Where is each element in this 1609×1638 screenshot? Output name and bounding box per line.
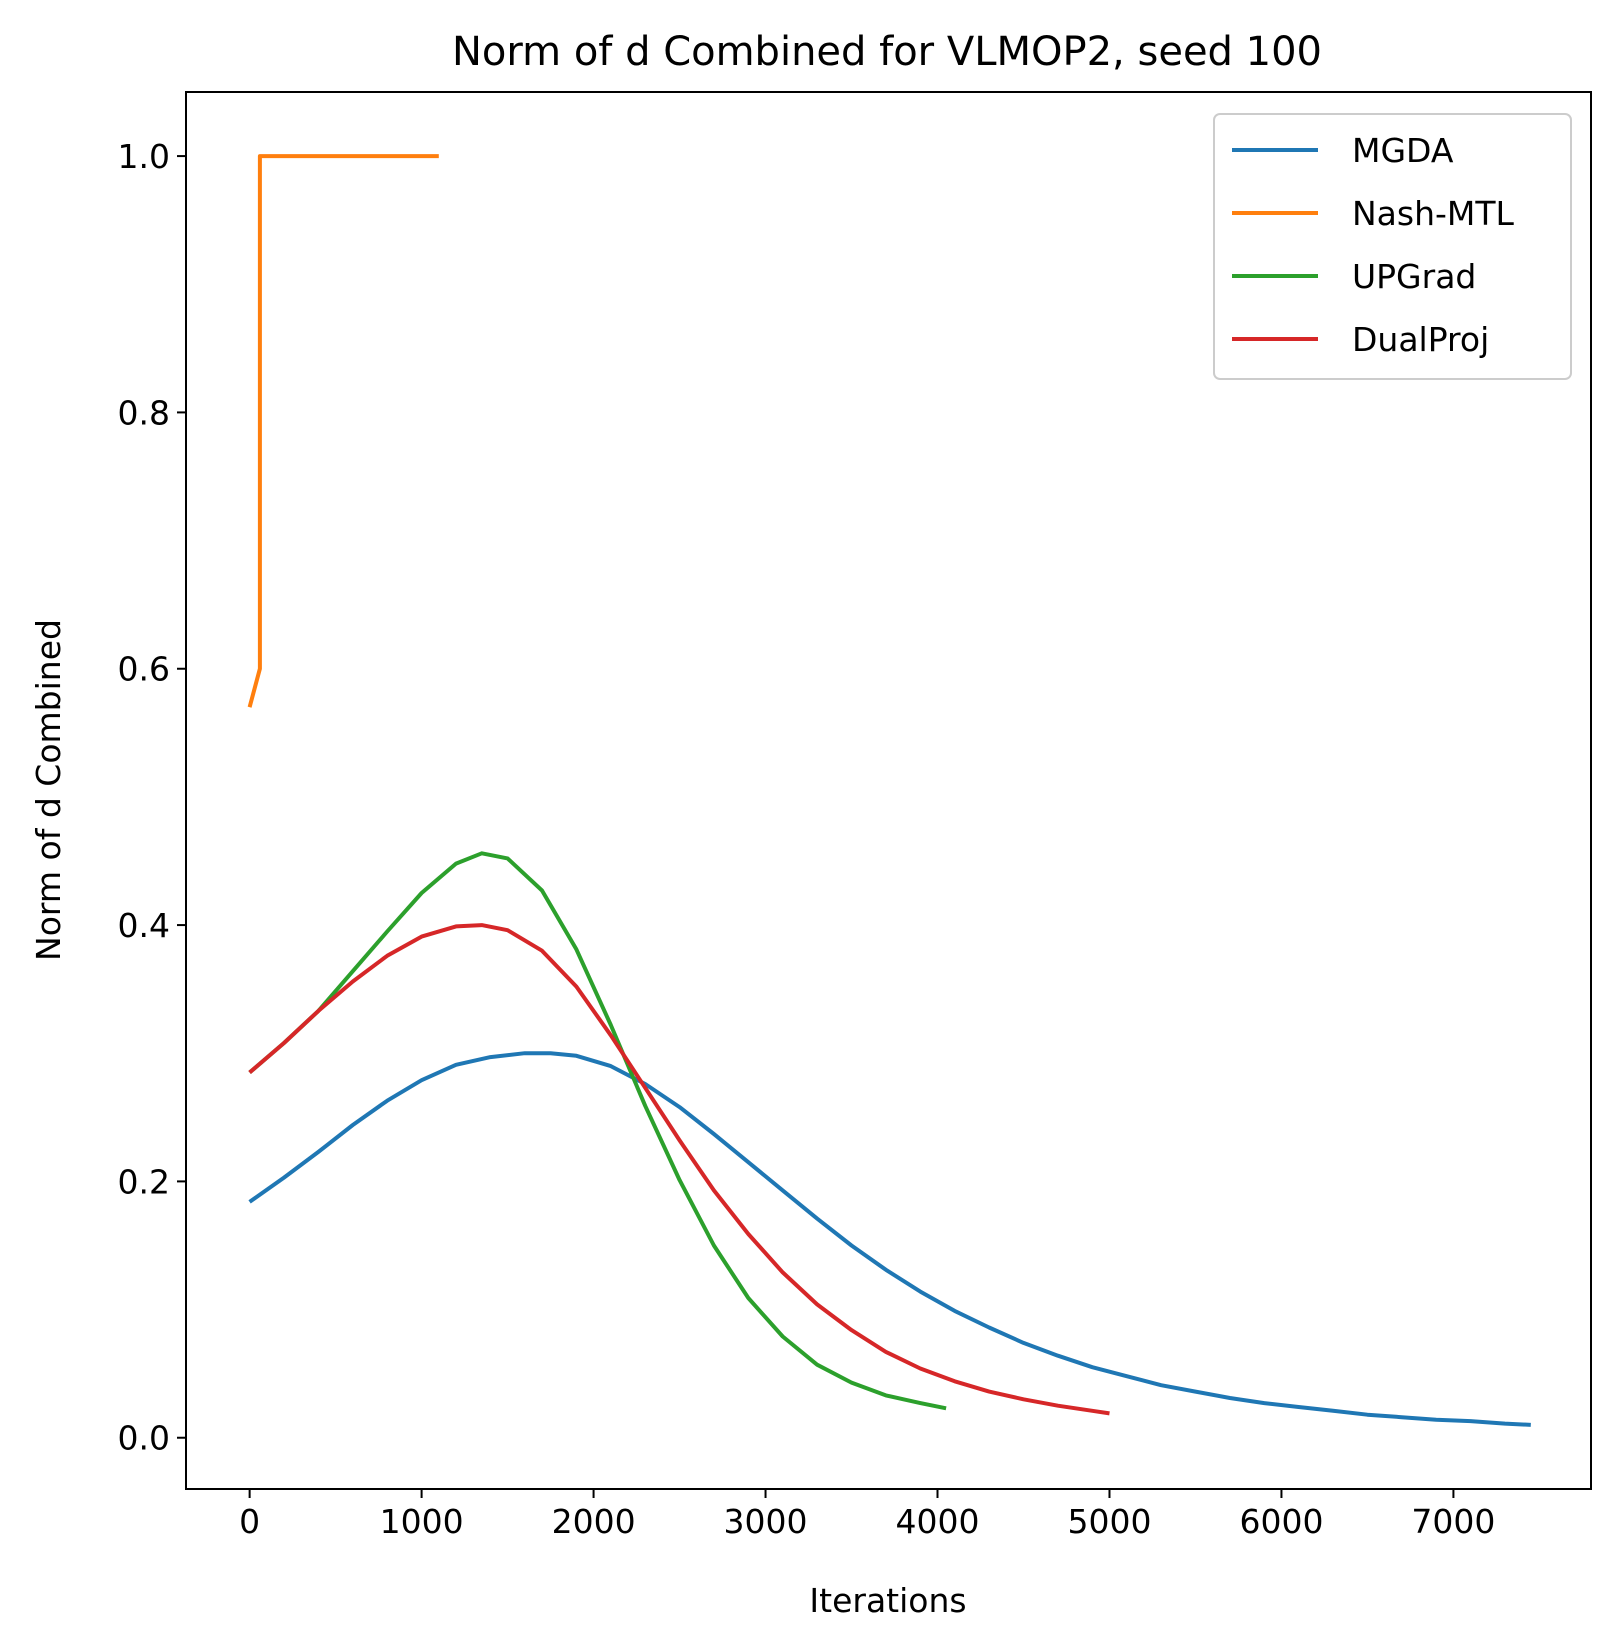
legend-label: DualProj	[1352, 320, 1489, 359]
legend: MGDA Nash-MTL UPGrad DualProj	[1213, 113, 1572, 380]
plot-frame	[185, 91, 1592, 1490]
y-tick-label: 0.4	[118, 906, 170, 945]
legend-box	[1213, 113, 1572, 380]
legend-label: MGDA	[1352, 131, 1454, 170]
plot-area	[247, 154, 1531, 1427]
x-tick-label: 6000	[1239, 1502, 1323, 1541]
x-tick-label: 2000	[552, 1502, 636, 1541]
x-axis: 0 1000 2000 3000 4000 5000 6000 7000	[239, 1489, 1495, 1541]
series-line-dualproj	[248, 923, 1110, 1416]
y-tick-label: 0.6	[118, 650, 170, 689]
series-line-nash-mtl	[247, 154, 439, 708]
x-tick-label: 0	[239, 1502, 260, 1541]
y-tick-label: 1.0	[118, 137, 170, 176]
x-tick-label: 5000	[1067, 1502, 1151, 1541]
x-tick-label: 4000	[896, 1502, 980, 1541]
legend-label: Nash-MTL	[1352, 194, 1515, 233]
y-axis: 0.0 0.2 0.4 0.6 0.8 1.0	[118, 137, 186, 1458]
y-tick-label: 0.0	[118, 1419, 170, 1458]
x-tick-label: 1000	[380, 1502, 464, 1541]
x-tick-label: 7000	[1411, 1502, 1495, 1541]
series-line-mgda	[248, 1051, 1531, 1427]
y-axis-label: Norm of d Combined	[29, 619, 68, 961]
x-tick-label: 3000	[724, 1502, 808, 1541]
series-line-upgrad	[248, 851, 947, 1411]
legend-label: UPGrad	[1352, 257, 1476, 296]
chart-title: Norm of d Combined for VLMOP2, seed 100	[452, 29, 1322, 75]
y-tick-label: 0.8	[118, 393, 170, 432]
y-tick-label: 0.2	[118, 1162, 170, 1201]
x-axis-label: Iterations	[809, 1581, 966, 1620]
